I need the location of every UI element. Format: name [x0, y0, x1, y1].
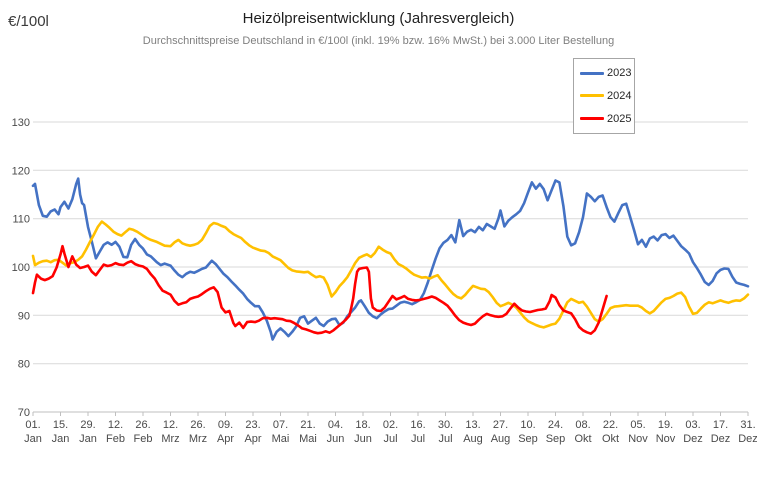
x-axis-label-day: 31. — [740, 419, 755, 431]
x-axis-label-month: Jan — [52, 433, 70, 445]
legend-swatch-2024-icon — [580, 94, 604, 98]
x-axis-label-day: 27. — [493, 419, 508, 431]
x-axis-label-month: Mrz — [189, 433, 207, 445]
x-axis-label-day: 10. — [520, 419, 535, 431]
chart-title: Heizölpreisentwicklung (Jahresvergleich) — [242, 10, 515, 27]
x-axis-label-day: 29. — [80, 419, 95, 431]
x-axis-label-day: 12. — [163, 419, 178, 431]
x-axis-label-day: 04. — [328, 419, 343, 431]
y-axis-unit-label: €/100l — [8, 13, 49, 30]
x-axis-label-day: 08. — [575, 419, 590, 431]
x-axis-label-day: 19. — [658, 419, 673, 431]
x-axis-label-month: Jul — [383, 433, 397, 445]
x-axis-label-month: Nov — [656, 433, 676, 445]
y-axis-label: 110 — [12, 214, 30, 226]
x-axis-label-day: 26. — [190, 419, 205, 431]
x-axis-label-day: 24. — [548, 419, 563, 431]
x-axis-label-month: Dez — [738, 433, 757, 445]
x-axis-label-month: Dez — [711, 433, 731, 445]
series-line-2023 — [31, 177, 750, 341]
series-line-2025 — [31, 244, 608, 336]
y-axis-label: 70 — [18, 407, 30, 419]
x-axis-label-day: 07. — [273, 419, 288, 431]
legend-label-2024: 2024 — [607, 89, 632, 102]
x-axis-label-day: 05. — [630, 419, 645, 431]
series-line-2024 — [31, 220, 750, 329]
x-axis-label-day: 18. — [355, 419, 370, 431]
legend-item-2023[interactable]: 2023 — [580, 67, 632, 79]
x-axis-label-month: Jul — [411, 433, 425, 445]
x-axis-label-month: Jun — [354, 433, 372, 445]
chart-subtitle: Durchschnittspreise Deutschland in €/100… — [142, 35, 615, 47]
x-axis-label-month: Mai — [272, 433, 290, 445]
x-axis-label-day: 03. — [685, 419, 700, 431]
x-axis-label-day: 26. — [135, 419, 150, 431]
legend: 2023 2024 2025 — [573, 58, 635, 134]
x-axis-label-month: Nov — [628, 433, 648, 445]
x-axis-label-day: 30. — [438, 419, 453, 431]
x-axis-label-month: Feb — [106, 433, 125, 445]
x-axis-label-day: 13. — [465, 419, 480, 431]
x-axis-label-month: Mai — [299, 433, 317, 445]
x-axis-label-month: Sep — [546, 433, 566, 445]
legend-item-2024[interactable]: 2024 — [580, 90, 632, 102]
y-axis-label: 120 — [12, 165, 30, 177]
x-axis-label-day: 17. — [713, 419, 728, 431]
x-axis-label-month: Jan — [24, 433, 42, 445]
x-axis-label-day: 16. — [410, 419, 425, 431]
y-axis-label: 80 — [18, 359, 30, 371]
x-axis-label-month: Jan — [79, 433, 97, 445]
x-axis-label-day: 02. — [383, 419, 398, 431]
x-axis-label-day: 22. — [603, 419, 618, 431]
x-axis-label-month: Apr — [244, 433, 261, 445]
x-axis-label-month: Okt — [574, 433, 591, 445]
x-axis-label-month: Mrz — [161, 433, 179, 445]
x-axis-label-month: Apr — [217, 433, 234, 445]
legend-label-2023: 2023 — [607, 67, 632, 80]
x-axis-label-month: Jul — [438, 433, 452, 445]
x-axis-label-month: Sep — [518, 433, 538, 445]
x-axis-label-day: 23. — [245, 419, 260, 431]
x-axis-label-day: 12. — [108, 419, 123, 431]
x-axis-label-day: 01. — [25, 419, 40, 431]
y-axis-label: 100 — [12, 262, 30, 274]
x-axis-label-month: Feb — [134, 433, 153, 445]
x-axis-label-month: Aug — [463, 433, 483, 445]
x-axis-label-day: 09. — [218, 419, 233, 431]
y-axis-label: 90 — [18, 310, 30, 322]
x-axis-label-month: Jun — [327, 433, 345, 445]
x-axis-label-day: 21. — [300, 419, 315, 431]
y-axis-label: 130 — [12, 117, 30, 129]
x-axis-label-month: Dez — [683, 433, 703, 445]
legend-label-2025: 2025 — [607, 112, 632, 125]
x-axis-label-month: Okt — [602, 433, 619, 445]
legend-swatch-2023-icon — [580, 71, 604, 75]
legend-item-2025[interactable]: 2025 — [580, 113, 632, 125]
legend-swatch-2025-icon — [580, 117, 604, 121]
x-axis-label-month: Aug — [491, 433, 511, 445]
x-axis-label-day: 15. — [53, 419, 68, 431]
